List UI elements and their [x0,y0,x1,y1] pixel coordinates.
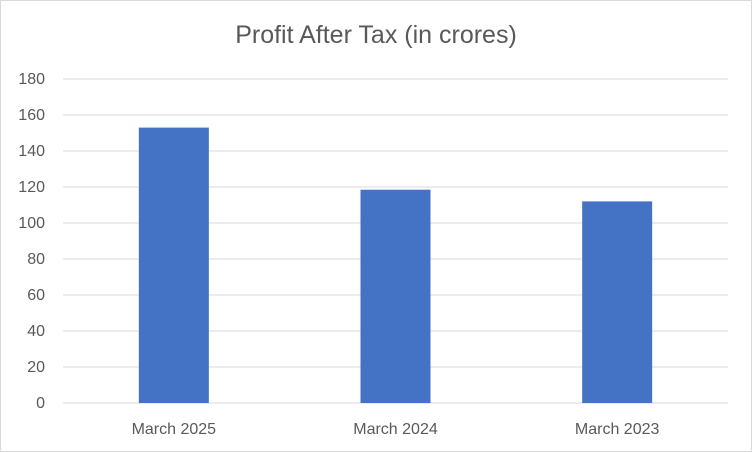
bar-march-2023 [582,201,653,403]
y-tick-label: 160 [18,107,45,124]
bar-march-2024 [360,189,431,403]
y-tick-label: 100 [18,215,45,232]
y-tick-label: 40 [27,323,45,340]
y-tick-label: 140 [18,143,45,160]
bar-march-2025 [138,127,209,403]
y-tick-label: 20 [27,359,45,376]
chart-title: Profit After Tax (in crores) [235,21,517,49]
y-tick-label: 180 [18,71,45,88]
y-tick-label: 80 [27,251,45,268]
y-axis-ticks: 0 20 40 60 80 100 120 140 160 180 [18,71,45,412]
x-axis-ticks: March 2025 March 2024 March 2023 [132,421,660,438]
x-tick-label: March 2024 [353,421,438,438]
y-tick-label: 60 [27,287,45,304]
x-tick-label: March 2023 [575,421,660,438]
bars [138,127,653,403]
x-tick-label: March 2025 [132,421,217,438]
y-tick-label: 0 [36,395,45,412]
y-tick-label: 120 [18,179,45,196]
